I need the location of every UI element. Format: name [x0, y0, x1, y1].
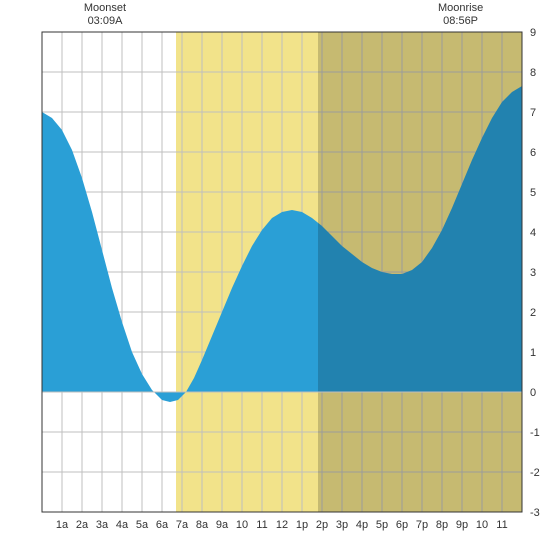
svg-text:10: 10 [236, 519, 248, 531]
tide-chart: Moonset 03:09A Moonrise 08:56P -3-2-1012… [0, 0, 550, 550]
svg-text:6: 6 [530, 147, 536, 159]
top-labels: Moonset 03:09A Moonrise 08:56P [0, 2, 550, 30]
svg-text:3a: 3a [96, 519, 109, 531]
svg-text:10: 10 [476, 519, 488, 531]
svg-text:5a: 5a [136, 519, 149, 531]
svg-text:12: 12 [276, 519, 288, 531]
moonset-title: Moonset [84, 2, 126, 14]
svg-text:-1: -1 [530, 427, 540, 439]
svg-text:8: 8 [530, 67, 536, 79]
svg-text:6p: 6p [396, 519, 408, 531]
svg-text:7: 7 [530, 107, 536, 119]
svg-text:11: 11 [256, 519, 267, 531]
svg-text:8a: 8a [196, 519, 209, 531]
svg-text:1p: 1p [296, 519, 308, 531]
svg-text:2p: 2p [316, 519, 328, 531]
svg-text:1: 1 [530, 347, 536, 359]
moonrise-label: Moonrise 08:56P [421, 2, 501, 28]
svg-text:-2: -2 [530, 467, 540, 479]
moonset-label: Moonset 03:09A [65, 2, 145, 28]
svg-text:2: 2 [530, 307, 536, 319]
svg-text:4a: 4a [116, 519, 129, 531]
svg-text:7a: 7a [176, 519, 189, 531]
svg-text:2a: 2a [76, 519, 89, 531]
svg-text:7p: 7p [416, 519, 428, 531]
svg-text:0: 0 [530, 387, 536, 399]
svg-text:5p: 5p [376, 519, 388, 531]
moonset-time: 03:09A [88, 15, 123, 27]
svg-text:9a: 9a [216, 519, 229, 531]
svg-text:6a: 6a [156, 519, 169, 531]
svg-text:-3: -3 [530, 507, 540, 519]
svg-text:5: 5 [530, 187, 536, 199]
moonrise-time: 08:56P [443, 15, 478, 27]
svg-text:3: 3 [530, 267, 536, 279]
svg-text:1a: 1a [56, 519, 69, 531]
svg-text:8p: 8p [436, 519, 448, 531]
svg-text:4p: 4p [356, 519, 368, 531]
moonrise-title: Moonrise [438, 2, 483, 14]
svg-text:3p: 3p [336, 519, 348, 531]
svg-text:9p: 9p [456, 519, 468, 531]
svg-text:11: 11 [496, 519, 507, 531]
svg-text:4: 4 [530, 227, 536, 239]
chart-svg: -3-2-101234567891a2a3a4a5a6a7a8a9a101112… [0, 0, 550, 550]
